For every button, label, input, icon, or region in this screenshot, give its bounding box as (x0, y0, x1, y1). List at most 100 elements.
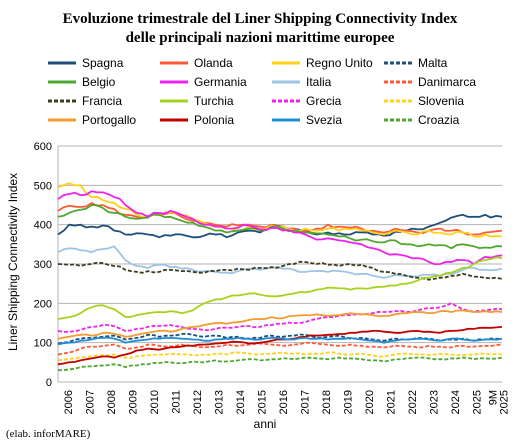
legend-label: Grecia (306, 94, 342, 108)
x-tick-label: 2022 (407, 390, 419, 414)
x-tick-label-part: 9M (488, 390, 500, 405)
legend-item-spagna: Spagna (48, 56, 124, 70)
x-tick-label: 2025 (472, 390, 484, 414)
x-tick-11: 2017 (300, 390, 312, 414)
x-tick-label: 2010 (149, 390, 161, 414)
x-tick-label: 2017 (300, 390, 312, 414)
x-tick-label: 2012 (192, 390, 204, 414)
legend-label: Italia (306, 75, 332, 89)
x-tick-17: 2023 (429, 390, 441, 414)
gridlines (57, 145, 502, 383)
chart-title: Evoluzione trimestrale del Liner Shippin… (63, 11, 458, 46)
x-tick-15: 2021 (386, 390, 398, 414)
series-line-croazia (57, 356, 503, 372)
y-axis-title: Liner Shipping Connectivity Index (6, 173, 20, 351)
legend: Spagna Olanda Regno Unito Malta Belgio German… (48, 56, 476, 127)
legend-item-germania: Germania (160, 75, 247, 89)
series-line-belgio (57, 204, 503, 250)
legend-item-portogallo: Portogallo (48, 113, 136, 127)
x-tick-19: 2025 (472, 390, 484, 414)
y-tick-600: 600 (34, 141, 52, 153)
x-tick-label-part: 2025 (499, 390, 511, 414)
x-tick-2: 2008 (106, 390, 118, 414)
x-tick-16: 2022 (407, 390, 419, 414)
y-tick-100: 100 (34, 338, 52, 350)
x-tick-0: 2006 (63, 390, 75, 414)
y-tick-300: 300 (34, 259, 52, 271)
x-tick-label: 2006 (63, 390, 75, 414)
x-tick-label: 2020 (364, 390, 376, 414)
x-tick-7: 2013 (214, 390, 226, 414)
legend-label: Polonia (194, 113, 234, 127)
legend-label: Belgio (82, 75, 116, 89)
chart-title-line-2: delle principali nazioni marittime europ… (126, 30, 395, 46)
series-line-francia (57, 260, 503, 281)
legend-label: Slovenia (418, 94, 464, 108)
y-tick-500: 500 (34, 180, 52, 192)
legend-item-slovenia: Slovenia (384, 94, 464, 108)
legend-item-belgio: Belgio (48, 75, 116, 89)
x-tick-label: 2008 (106, 390, 118, 414)
legend-label: Francia (82, 94, 122, 108)
legend-item-polonia: Polonia (160, 113, 234, 127)
series-line-turchia (57, 256, 503, 320)
x-tick-label: 2007 (85, 390, 97, 414)
series-line-slovenia (57, 351, 503, 362)
series-line-germania (57, 190, 503, 266)
legend-label: Germania (194, 75, 247, 89)
legend-label: Malta (418, 56, 448, 70)
x-tick-label: 2014 (235, 390, 247, 414)
x-tick-12: 2018 (321, 390, 333, 414)
chart-title-line-1: Evoluzione trimestrale del Liner Shippin… (63, 11, 458, 27)
x-tick-labels: 2006 2007 2008 2009 2010 2011 2012 2013 2014 2015… (63, 390, 511, 414)
legend-item-regno-unito: Regno Unito (272, 56, 373, 70)
series-line-portogallo (57, 309, 503, 340)
legend-label: Turchia (194, 94, 234, 108)
legend-label: Regno Unito (306, 56, 373, 70)
x-tick-14: 2020 (364, 390, 376, 414)
legend-label: Spagna (82, 56, 124, 70)
x-tick-18: 2024 (450, 390, 462, 414)
x-tick-label: 2009 (128, 390, 140, 414)
x-tick-8: 2014 (235, 390, 247, 414)
legend-label: Svezia (306, 113, 342, 127)
y-tick-400: 400 (34, 220, 52, 232)
x-tick-9: 2015 (257, 390, 269, 414)
x-tick-label: 2013 (214, 390, 226, 414)
legend-item-grecia: Grecia (272, 94, 342, 108)
legend-item-croazia: Croazia (384, 113, 460, 127)
x-tick-10: 2016 (278, 390, 290, 414)
x-tick-label: 2019 (343, 390, 355, 414)
x-tick-label: 2015 (257, 390, 269, 414)
y-tick-200: 200 (34, 298, 52, 310)
x-tick-label: 2021 (386, 390, 398, 414)
x-tick-4: 2010 (149, 390, 161, 414)
y-tick-0: 0 (46, 377, 52, 389)
legend-item-turchia: Turchia (160, 94, 234, 108)
x-tick-13: 2019 (343, 390, 355, 414)
legend-item-italia: Italia (272, 75, 332, 89)
series-lines (57, 182, 503, 372)
x-tick-label: 2024 (450, 390, 462, 414)
x-tick-label: 2023 (429, 390, 441, 414)
series-line-danimarca (57, 341, 503, 356)
series-line-svezia (57, 336, 503, 346)
legend-item-francia: Francia (48, 94, 122, 108)
x-tick-label: 2018 (321, 390, 333, 414)
legend-label: Croazia (418, 113, 460, 127)
series-line-polonia (57, 326, 503, 366)
x-tick-3: 2009 (128, 390, 140, 414)
x-tick-20: 9M 2025 (488, 390, 511, 414)
x-tick-1: 2007 (85, 390, 97, 414)
x-axis-title: anni (254, 417, 277, 431)
x-tick-5: 2011 (171, 390, 183, 414)
x-tick-label: 2011 (171, 390, 183, 414)
y-tick-labels: 0 100 200 300 400 500 600 (34, 141, 52, 389)
legend-label: Olanda (194, 56, 233, 70)
credit-label: (elab. inforMARE) (6, 428, 91, 440)
legend-item-danimarca: Danimarca (384, 75, 476, 89)
x-tick-6: 2012 (192, 390, 204, 414)
x-tick-label: 2016 (278, 390, 290, 414)
